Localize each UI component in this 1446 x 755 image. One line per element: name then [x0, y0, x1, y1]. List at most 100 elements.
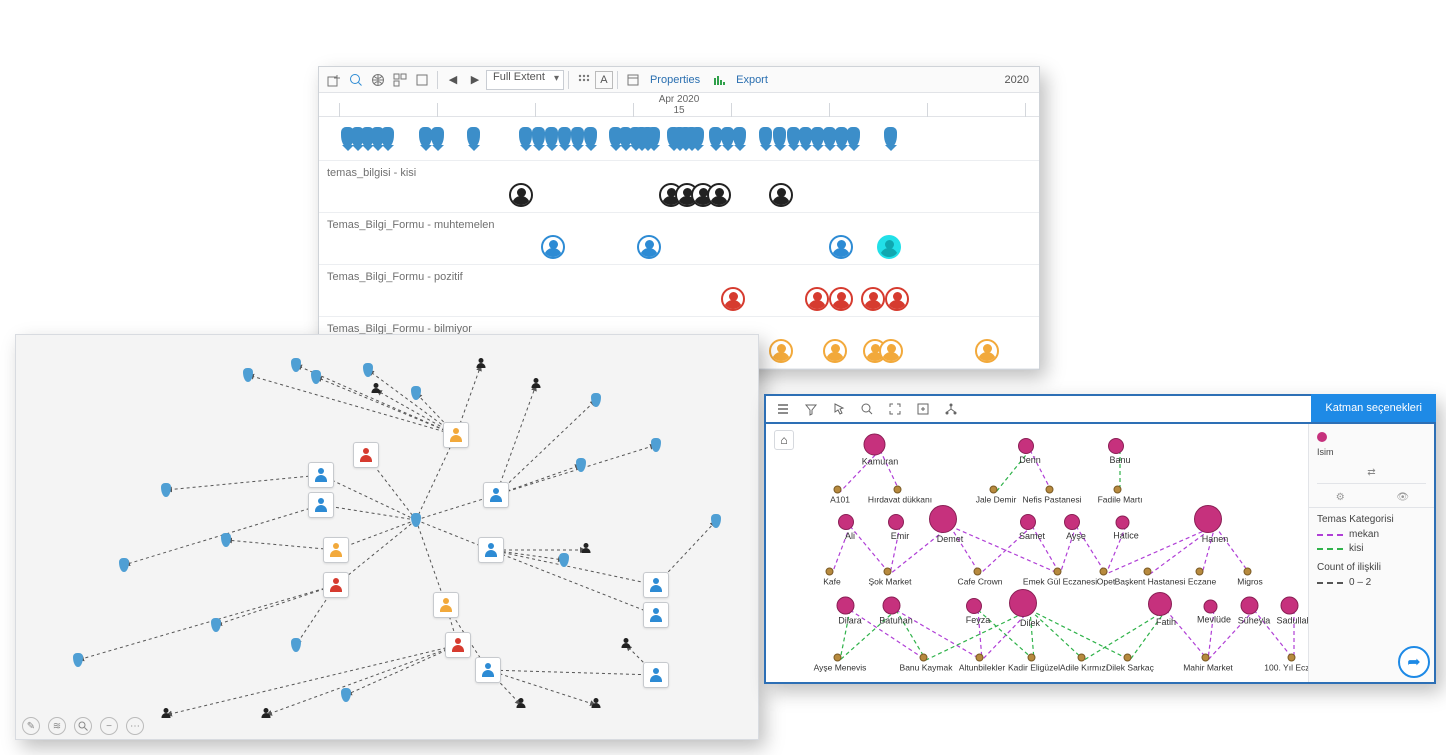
timeline-shield-marker[interactable] [431, 127, 444, 147]
link-place-node[interactable]: Jale Demir [995, 491, 998, 494]
link-person-node[interactable]: Hanen [1208, 519, 1222, 533]
share-button[interactable]: ➦ [1398, 646, 1430, 678]
grid-dots-icon[interactable] [573, 69, 595, 91]
timeline-shield-marker[interactable] [733, 127, 746, 147]
graph-node[interactable] [475, 657, 501, 683]
link-person-node[interactable]: Ali [846, 522, 854, 530]
timeline-shield-marker[interactable] [647, 127, 660, 147]
timeline-shield-marker[interactable] [467, 127, 480, 147]
link-place-node[interactable]: A101 [839, 491, 842, 494]
timeline-shield-marker[interactable] [799, 127, 812, 147]
person-marker[interactable] [877, 235, 901, 259]
person-marker[interactable] [879, 339, 903, 363]
link-place-node[interactable]: Emek Gül Eczanesi [1059, 573, 1062, 576]
person-marker[interactable] [829, 287, 853, 311]
minus-icon[interactable]: − [100, 717, 118, 735]
link-place-node[interactable]: Cafe Crown [979, 573, 982, 576]
graph-node[interactable] [483, 482, 509, 508]
zoom-in-icon[interactable] [345, 69, 367, 91]
link-place-node[interactable]: Kafe [831, 573, 834, 576]
link-canvas[interactable]: KamuranDerinBanuA101Hırdavat dükkanıJale… [800, 426, 1304, 676]
graph-leaf-person[interactable] [476, 358, 486, 368]
expand-icon[interactable] [916, 402, 930, 416]
link-person-node[interactable]: Süheyla [1250, 606, 1259, 615]
timeline-shield-marker[interactable] [558, 127, 571, 147]
timeline-shield-marker[interactable] [759, 127, 772, 147]
link-person-node[interactable]: Demet [943, 519, 957, 533]
person-marker[interactable] [721, 287, 745, 311]
link-place-node[interactable]: Başkent Hastanesi [1149, 573, 1152, 576]
link-person-node[interactable]: Mevlüde [1211, 607, 1218, 614]
person-marker[interactable] [769, 183, 793, 207]
fit-icon[interactable] [411, 69, 433, 91]
properties-button[interactable]: Properties [650, 74, 700, 86]
prev-icon[interactable]: ◀ [442, 69, 464, 91]
link-place-node[interactable]: Şok Market [889, 573, 892, 576]
swap-icon[interactable]: ⇄ [1317, 467, 1426, 478]
link-person-node[interactable]: Dilara [846, 606, 855, 615]
timeline-shield-marker[interactable] [721, 127, 734, 147]
graph-leaf-person[interactable] [581, 543, 591, 553]
timeline-shield-marker[interactable] [691, 127, 704, 147]
layer-options-button[interactable]: Katman seçenekleri [1311, 394, 1436, 422]
export-button[interactable]: Export [736, 74, 768, 86]
link-place-node[interactable]: Dilek Sarkaç [1129, 659, 1132, 662]
filter-icon[interactable] [804, 402, 818, 416]
link-person-node[interactable]: Dilek [1023, 603, 1037, 617]
link-place-node[interactable]: Mahir Market [1207, 659, 1210, 662]
graph-leaf-person[interactable] [531, 378, 541, 388]
person-marker[interactable] [829, 235, 853, 259]
link-person-node[interactable]: Fatih [1160, 604, 1172, 616]
link-place-node[interactable]: Kadir Eligüzel [1033, 659, 1036, 662]
graph-node[interactable] [478, 537, 504, 563]
person-marker[interactable] [975, 339, 999, 363]
link-place-node[interactable]: Ayşe Menevis [839, 659, 842, 662]
extent-dropdown[interactable]: Full Extent [486, 70, 564, 90]
timeline-shield-marker[interactable] [787, 127, 800, 147]
graph-leaf-person[interactable] [591, 698, 601, 708]
link-person-node[interactable]: Kamuran [875, 445, 886, 456]
link-place-node[interactable]: Altunbilekler [981, 659, 984, 662]
list-icon[interactable] [776, 402, 790, 416]
graph-node[interactable] [643, 572, 669, 598]
link-person-node[interactable]: Hatice [1123, 523, 1130, 530]
gear-icon[interactable]: ⚙ [1309, 488, 1372, 507]
timeline-shield-marker[interactable] [584, 127, 597, 147]
person-marker[interactable] [541, 235, 565, 259]
eye-icon[interactable]: 👁 [1372, 488, 1435, 507]
graph-node[interactable] [308, 492, 334, 518]
link-place-node[interactable]: Migros [1249, 573, 1252, 576]
link-place-node[interactable]: Hırdavat dükkanı [899, 491, 902, 494]
person-marker[interactable] [861, 287, 885, 311]
more-icon[interactable]: ⋯ [126, 717, 144, 735]
timeline-shield-marker[interactable] [532, 127, 545, 147]
person-marker[interactable] [885, 287, 909, 311]
zoom-icon[interactable] [74, 717, 92, 735]
graph-leaf-person[interactable] [161, 708, 171, 718]
person-marker[interactable] [707, 183, 731, 207]
timeline-shield-marker[interactable] [884, 127, 897, 147]
timeline-shield-marker[interactable] [847, 127, 860, 147]
graph-node[interactable] [308, 462, 334, 488]
person-marker[interactable] [509, 183, 533, 207]
link-person-node[interactable]: Batuhan [892, 606, 901, 615]
link-person-node[interactable]: Samet [1028, 522, 1036, 530]
person-marker[interactable] [805, 287, 829, 311]
timeline-shield-marker[interactable] [811, 127, 824, 147]
link-place-node[interactable]: Opet [1105, 573, 1108, 576]
timeline-shield-marker[interactable] [709, 127, 722, 147]
link-person-node[interactable]: Derin [1026, 446, 1034, 454]
graph-node[interactable] [353, 442, 379, 468]
graph-leaf-person[interactable] [261, 708, 271, 718]
timeline-shield-marker[interactable] [823, 127, 836, 147]
zoom-icon[interactable] [860, 402, 874, 416]
timeline-shield-marker[interactable] [571, 127, 584, 147]
add-layer-icon[interactable] [323, 69, 345, 91]
graph-leaf-person[interactable] [516, 698, 526, 708]
link-place-node[interactable]: 100. Yıl Eczane [1293, 659, 1296, 662]
text-A-icon[interactable]: A [595, 71, 613, 89]
link-place-node[interactable]: Banu Kaymak [925, 659, 928, 662]
fit-icon[interactable] [888, 402, 902, 416]
link-place-node[interactable]: Eczane [1201, 573, 1204, 576]
link-person-node[interactable]: Emir [896, 522, 904, 530]
